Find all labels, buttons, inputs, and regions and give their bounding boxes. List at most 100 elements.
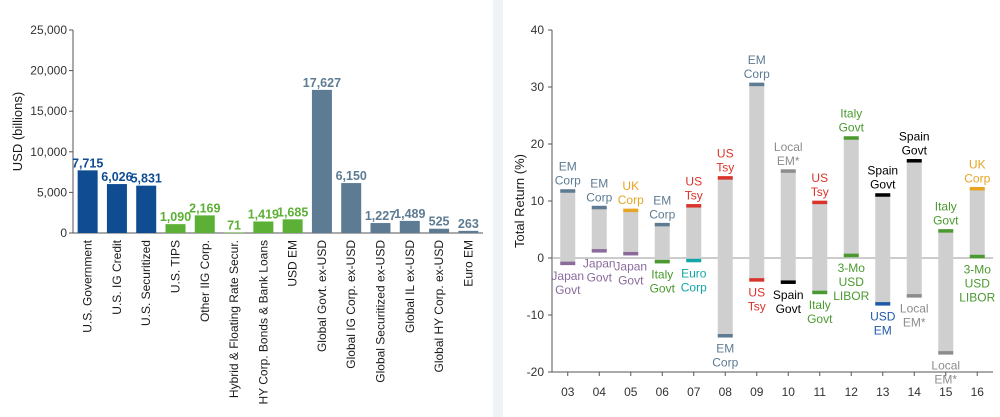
bar-value-label: 263 [458,217,479,231]
range-bar [717,177,733,336]
x-category-label: 04 [593,385,607,399]
range-bar [591,207,607,251]
y-tick-label: 25,000 [30,23,67,37]
worst-marker [654,259,670,264]
range-bar [623,210,639,254]
range-bar [938,230,954,353]
worst-marker [717,334,733,338]
worst-sector-label: Japan [614,259,647,273]
y-tick-label: 40 [531,23,545,37]
worst-sector-label: EM* [903,316,926,330]
y-tick-label: -20 [527,365,545,379]
range-bar [749,84,765,280]
x-category-label: Other IIG Corp. [198,240,212,322]
worst-sector-label: Spain [773,288,804,302]
best-sector-label: Spain [867,164,898,178]
bar [194,215,215,233]
bar [311,89,332,233]
range-bar [560,190,576,264]
best-marker [812,200,828,205]
worst-sector-label: Japan [583,257,616,271]
bar [136,185,157,233]
range-bar [812,202,828,293]
worst-marker [560,261,576,266]
y-tick-label: 20 [531,137,545,151]
worst-marker [906,294,922,298]
best-sector-label: Corp [618,193,644,207]
y-tick-label: 15,000 [30,104,67,118]
best-sector-label: US [811,171,828,185]
x-category-label: 07 [687,385,701,399]
range-bar [780,170,796,282]
worst-sector-label: USD [870,310,896,324]
x-category-label: U.S. TIPS [169,240,183,293]
worst-marker [749,278,765,282]
x-category-label: 15 [939,385,953,399]
y-axis-title: USD (billions) [10,92,25,171]
bar [429,228,450,233]
range-bar [969,188,985,257]
y-tick-label: 30 [531,80,545,94]
bar-value-label: 6,150 [336,169,367,183]
bar-value-label: 525 [429,215,450,229]
sector-returns-range-chart-panel: -20 -10 0 10 20 30 40 Total Return (%) 03 EM Corp J… [506,0,1000,417]
best-sector-label: Govt [839,121,865,135]
worst-sector-label: 3-Mo [838,261,866,275]
worst-marker [686,258,702,263]
x-category-label: Global Securitized ex-USD [374,240,388,383]
bar [165,224,186,233]
worst-sector-label: Corp [681,280,707,294]
range-bar [906,160,922,296]
best-sector-label: Italy [840,107,862,121]
y-tick-label: 10,000 [30,145,67,159]
x-category-label: 16 [971,385,985,399]
best-sector-label: EM [590,176,608,190]
bar [282,219,303,233]
best-marker [843,136,859,140]
best-sector-label: EM [748,53,766,67]
worst-sector-label: Tsy [748,300,766,314]
x-category-label: Global HY Corp. ex-USD [432,240,446,373]
best-marker [938,229,954,233]
best-sector-label: Govt [870,178,896,192]
worst-sector-label: Corp [712,356,738,370]
x-category-label: U.S. Securitized [139,240,153,326]
best-sector-label: EM* [777,154,800,168]
worst-sector-label: Japan [551,269,584,283]
best-marker [623,208,639,213]
x-category-label: Hybrid & Floating Rate Secur. [227,240,241,398]
x-category-label: 13 [876,385,890,399]
best-sector-label: Govt [902,144,928,158]
worst-sector-label: Govt [807,312,833,326]
worst-sector-label: Govt [650,281,676,295]
best-sector-label: US [685,175,702,189]
worst-sector-label: EM [874,324,892,338]
x-category-label: 14 [908,385,922,399]
bar-value-label: 17,627 [303,76,341,90]
y-tick-label: -10 [527,308,545,322]
x-category-label: Global IL ex-USD [403,240,417,333]
bar-value-label: 1,489 [394,207,425,221]
x-category-label: Euro EM [461,240,475,287]
best-sector-label: Local [774,140,803,154]
worst-sector-label: 3-Mo [964,262,992,276]
x-category-label: 06 [656,385,670,399]
range-bar [843,137,859,256]
x-category-label: Global IG Corp. ex-USD [344,240,358,369]
best-sector-label: US [717,147,734,161]
bar-value-label: 2,169 [189,201,220,215]
worst-sector-label: EM* [934,373,957,387]
best-marker [906,159,922,163]
best-sector-label: Italy [935,200,957,214]
x-category-label: 08 [719,385,733,399]
x-category-label: 03 [561,385,575,399]
bar [341,183,362,233]
bar-value-label: 5,831 [131,172,162,186]
best-marker [717,176,733,180]
worst-marker [623,251,639,256]
x-category-label: 11 [814,385,827,399]
bar-value-label: 6,026 [101,170,132,184]
x-category-label: 10 [782,385,796,399]
bar [106,184,127,233]
